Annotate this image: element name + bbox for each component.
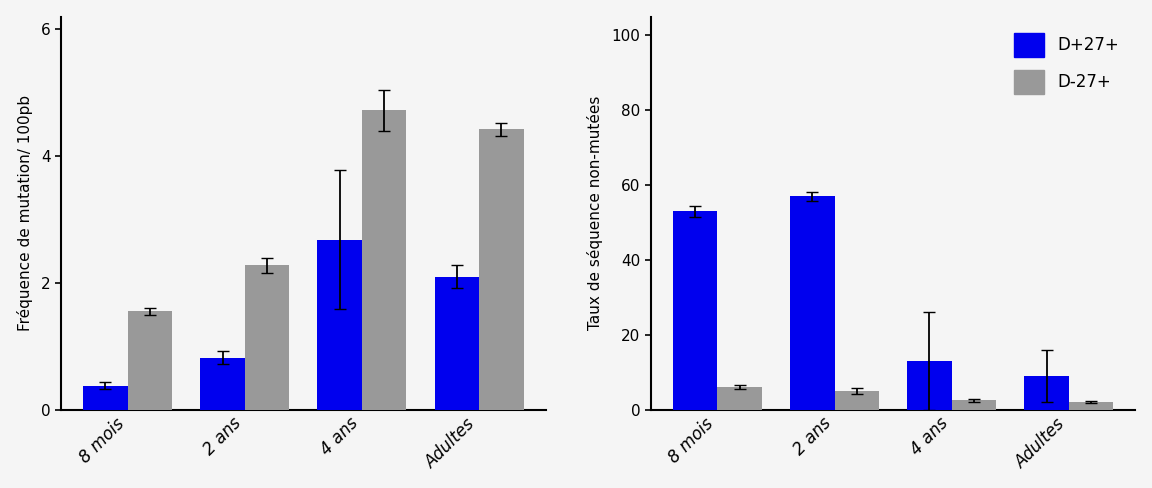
Bar [790,196,834,409]
Bar [479,129,524,409]
Bar [952,400,996,409]
Bar [128,311,172,409]
Bar [362,110,407,409]
Bar [834,391,879,409]
Bar [245,265,289,409]
Bar [200,358,245,409]
Bar [718,387,761,409]
Bar [673,211,718,409]
Bar [434,277,479,409]
Y-axis label: Taux de séquence non-mutées: Taux de séquence non-mutées [588,96,604,330]
Y-axis label: Fréquence de mutation/ 100pb: Fréquence de mutation/ 100pb [16,95,32,331]
Bar [83,386,128,409]
Bar [1069,402,1113,409]
Bar [1024,376,1069,409]
Bar [907,361,952,409]
Legend: D+27+, D-27+: D+27+, D-27+ [1006,25,1127,102]
Bar [318,240,362,409]
